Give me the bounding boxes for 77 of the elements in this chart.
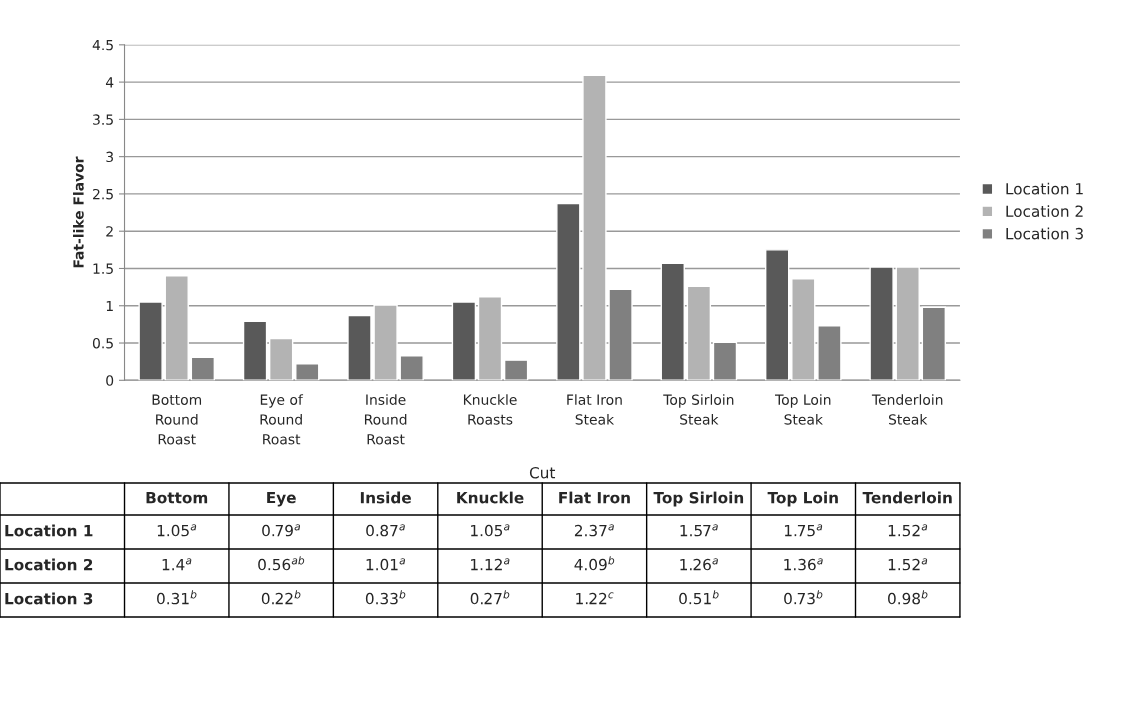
bar: [477, 296, 503, 381]
data-label: 0.31$^{b}$: [157, 590, 197, 605]
data-label: 1.05$^{a}$: [471, 524, 510, 537]
text: Location 2: [5, 558, 93, 571]
bar: [451, 301, 477, 381]
bar: [138, 301, 163, 381]
data-label: 1.12$^{a}$: [471, 558, 510, 571]
data-label: 2.37$^{a}$: [574, 524, 614, 537]
bar: [295, 363, 320, 381]
y-tick-label: 1.5: [93, 263, 113, 274]
data-label: 1.75$^{a}$: [784, 524, 823, 537]
bar: [399, 355, 424, 381]
data-label: 0.51$^{b}$: [679, 590, 719, 605]
bar: [503, 359, 529, 381]
x-tick-label: Tenderloin Steak: [871, 394, 943, 425]
text: Bottom: [146, 492, 208, 504]
data-label: 0.56$^{ab}$: [258, 556, 305, 571]
data-label: 0.27$^{b}$: [470, 590, 510, 605]
data-label: 1.26$^{a}$: [680, 558, 718, 571]
bar: [869, 266, 894, 381]
y-axis-title: Fat-like Flavor: [73, 156, 84, 268]
bar: [660, 262, 685, 381]
y-tick-label: 0.5: [92, 337, 113, 349]
y-tick-label: 4: [105, 77, 114, 88]
data-label: 0.22$^{b}$: [261, 590, 301, 605]
y-tick-label: 1: [106, 300, 113, 312]
data-label: 1.36$^{a}$: [784, 558, 823, 571]
bar: [921, 306, 947, 381]
y-tick-label: 4.5: [92, 39, 113, 51]
x-tick-label: Top Sirloin Steak: [663, 394, 734, 425]
data-label: 1.57$^{a}$: [680, 524, 718, 537]
bar: [164, 275, 189, 381]
text: Top Loin: [767, 491, 838, 507]
bar: [817, 325, 842, 381]
data-label: 1.52$^{a}$: [888, 558, 928, 571]
x-tick-label: Inside Round Roast: [364, 394, 407, 445]
data-label: 0.73$^{b}$: [784, 590, 823, 605]
text: Location 1: [5, 524, 93, 537]
bar: [190, 356, 216, 381]
y-tick-label: 2.5: [93, 188, 113, 200]
y-tick-label: 0: [106, 375, 114, 386]
text: Knuckle: [457, 491, 524, 504]
data-label: 1.22$^{c}$: [576, 592, 614, 605]
legend-label: Location 1: [1006, 182, 1083, 195]
data-label: 1.05$^{a}$: [157, 524, 197, 537]
text: Flat Iron: [559, 491, 630, 504]
bar: [686, 285, 712, 381]
data-label: 0.98$^{b}$: [888, 590, 928, 605]
data-label: 1.52$^{a}$: [888, 524, 928, 537]
data-label: 0.79$^{a}$: [262, 524, 300, 537]
x-tick-label: Top Loin Steak: [775, 394, 831, 425]
bar: [895, 266, 920, 381]
text: Top Sirloin: [653, 491, 744, 507]
y-tick-label: 3: [106, 151, 113, 163]
bar: [791, 278, 816, 381]
bar: [712, 341, 738, 381]
data-label: 4.09$^{b}$: [574, 556, 615, 571]
text: Tenderloin: [862, 491, 952, 504]
data-label: 0.33$^{b}$: [365, 590, 406, 605]
text: Eye: [267, 491, 296, 507]
data-label: 0.87$^{a}$: [366, 524, 405, 537]
x-tick-label: Bottom Round Roast: [152, 394, 202, 445]
bar: [242, 320, 268, 381]
x-tick-label: Knuckle Roasts: [463, 394, 517, 425]
y-tick-label: 3.5: [93, 114, 113, 125]
bar: [765, 249, 790, 381]
x-tick-label: Eye of Round Roast: [260, 394, 304, 445]
data-label: 1.01$^{a}$: [366, 558, 405, 571]
bar: [268, 337, 294, 381]
y-tick-label: 2: [106, 226, 113, 237]
legend-label: Location 3: [1006, 227, 1083, 240]
data-label: 1.4$^{a}$: [162, 558, 192, 571]
x-axis-title: Cut: [529, 466, 556, 479]
text: Inside: [360, 491, 411, 504]
text: Location 3: [5, 592, 93, 605]
x-tick-label: Flat Iron Steak: [567, 394, 622, 425]
legend-label: Location 2: [1006, 205, 1083, 217]
